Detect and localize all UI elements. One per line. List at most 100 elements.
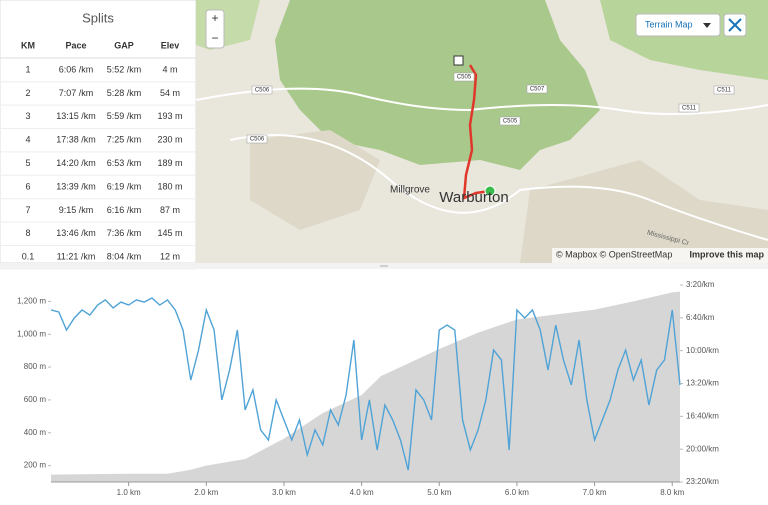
table-cell: 12 m [160, 252, 180, 262]
table-cell: 54 m [160, 88, 180, 98]
table-cell: 6:06 /km [59, 64, 94, 74]
table-cell: 5 [25, 158, 30, 168]
table-cell: 7:07 /km [59, 88, 94, 98]
y2-tick-label: 3:20/km [686, 280, 715, 289]
road-label: C507 [530, 87, 545, 93]
table-cell: 145 m [157, 228, 182, 238]
table-cell: 13:15 /km [56, 111, 96, 121]
road-label: C506 [255, 88, 270, 94]
table-cell: 7:25 /km [107, 135, 142, 145]
y-tick-label: 600 m [24, 395, 47, 404]
table-cell: 6:19 /km [107, 181, 142, 191]
y-tick-label: 200 m [24, 461, 47, 470]
y-tick-label: 1,200 m [17, 297, 46, 306]
place-label: Millgrove [390, 185, 430, 196]
forest [275, 0, 600, 170]
x-tick-label: 5.0 km [427, 488, 451, 497]
road-label: C505 [503, 119, 518, 125]
road-shield [526, 84, 548, 94]
road [229, 134, 768, 241]
x-tick-label: 1.0 km [117, 488, 141, 497]
table-cell: 13:39 /km [56, 181, 96, 191]
table-cell: 11:21 /km [57, 252, 96, 262]
table-cell: 6:16 /km [107, 205, 142, 215]
table-header: KM [21, 40, 35, 50]
elevation-pace-chart: 200 m 400 m 600 m 800 m 1,000 m 1,200 m 3:20/k… [17, 280, 719, 497]
y2-tick-label: 20:00/km [686, 444, 719, 453]
dropdown-arrow [703, 23, 711, 28]
zoom-controls [205, 9, 225, 49]
table-cell: 17:38 /km [56, 135, 96, 145]
road-label: C505 [457, 75, 472, 81]
y2-tick-label: 6:40/km [686, 313, 715, 322]
road-shield [246, 134, 268, 144]
map: + − Terrain Map © Mapbox © OpenStreetMap… [195, 0, 768, 263]
table-cell: 0.1 [22, 252, 35, 262]
table-cell: 7 [25, 205, 30, 215]
route [462, 64, 491, 200]
x-tick-label: 2.0 km [194, 488, 218, 497]
table-header: GAP [114, 40, 134, 50]
table-cell: 87 m [160, 205, 180, 215]
road-label: C506 [250, 137, 265, 143]
table-cell: 5:52 /km [107, 64, 142, 74]
table-cell: 1 [25, 64, 30, 74]
table-cell: 9:15 /km [59, 205, 94, 215]
table-cell: 14:20 /km [56, 158, 96, 168]
map-type-button[interactable] [635, 13, 721, 37]
table-cell: 189 m [157, 158, 182, 168]
x-tick-label: 6.0 km [505, 488, 529, 497]
table-cell: 6 [25, 181, 30, 191]
map-type-label[interactable]: Terrain Map [645, 19, 693, 29]
road [195, 87, 768, 115]
terrain [520, 160, 768, 263]
place-label: Warburton [439, 189, 508, 206]
x-tick-label: 3.0 km [272, 488, 296, 497]
x-tick-label: 8.0 km [660, 488, 684, 497]
road-shield [678, 103, 700, 113]
road-label: C511 [682, 106, 697, 112]
table-cell: 2 [25, 88, 30, 98]
finish-marker [453, 55, 464, 66]
pace-line [50, 297, 681, 471]
fullscreen-icon [728, 18, 742, 32]
x-tick-label: 4.0 km [350, 488, 374, 497]
y2-tick-label: 23:20/km [686, 477, 719, 486]
attribution: © Mapbox © OpenStreetMap [556, 249, 672, 259]
y2-tick-label: 13:20/km [686, 379, 719, 388]
y-tick-label: 1,000 m [17, 329, 46, 338]
splits-title: Splits [82, 10, 114, 25]
zoom-in[interactable]: + [211, 11, 218, 25]
table-header: Elev [161, 40, 180, 50]
y2-tick-label: 16:40/km [686, 411, 719, 420]
table-cell: 6:53 /km [107, 158, 142, 168]
table-cell: 193 m [157, 111, 182, 121]
table-cell: 7:36 /km [107, 228, 142, 238]
road-shield [453, 72, 475, 82]
table-cell: 13:46 /km [56, 228, 96, 238]
table-cell: 5:59 /km [107, 111, 142, 121]
table-header: Pace [65, 40, 86, 50]
table-cell: 180 m [157, 181, 182, 191]
road-label: C511 [717, 88, 732, 94]
table-cell: 5:28 /km [107, 88, 142, 98]
y2-tick-label: 10:00/km [686, 346, 719, 355]
improve-map-link[interactable]: Improve this map [689, 249, 764, 259]
table-cell: 8 [25, 228, 30, 238]
table-cell: 8:04 /km [107, 252, 142, 262]
terrain [250, 130, 380, 230]
table-cell: 4 m [162, 64, 177, 74]
elevation-area [51, 291, 680, 482]
y-tick-label: 400 m [24, 428, 47, 437]
road-shield [251, 85, 273, 95]
y-tick-label: 800 m [24, 362, 47, 371]
table-cell: 230 m [157, 135, 182, 145]
road-shield [713, 85, 735, 95]
table-cell: 4 [25, 135, 30, 145]
road-shield [499, 116, 521, 126]
splits-panel [0, 0, 197, 264]
attribution-box [552, 248, 768, 263]
table-cell: 3 [25, 111, 30, 121]
zoom-out[interactable]: − [211, 31, 218, 45]
